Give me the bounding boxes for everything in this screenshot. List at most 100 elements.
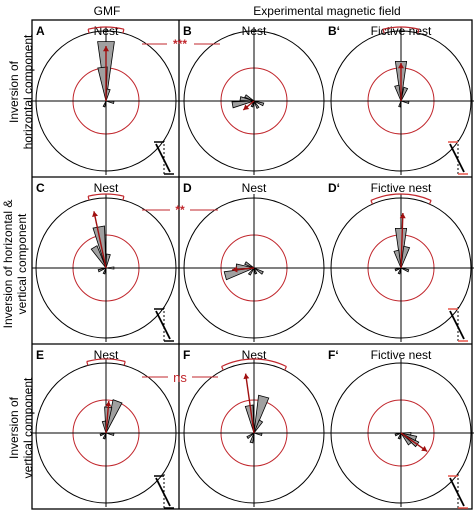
row-label-2: Inversion of horizontal & vertical compo… [1, 200, 29, 329]
field-vector [155, 310, 171, 340]
mean-vector [244, 373, 255, 434]
panel-letter: F‘ [328, 348, 339, 362]
mean-vector-head [421, 445, 428, 452]
rose-sector [90, 245, 107, 269]
rose-sector [97, 267, 107, 273]
field-symbol-icon [448, 140, 468, 175]
rose-sector [253, 432, 263, 437]
field-vector [155, 477, 171, 507]
panel-letter: B‘ [328, 24, 340, 38]
sig-label-3: ns [173, 370, 187, 385]
rose-sector [249, 432, 255, 444]
rose-sector [92, 225, 107, 269]
rose-sector [105, 100, 115, 105]
panel-letter: E [36, 348, 44, 362]
confidence-arc [87, 26, 125, 30]
row-label-1: Inversion of horizontal component [7, 34, 35, 149]
panel-letter: B [183, 24, 192, 38]
rose-sector [398, 100, 402, 108]
field-symbol-icon [448, 474, 468, 509]
field-vector [449, 143, 465, 173]
confidence-arc-tick [284, 366, 287, 371]
panel-letter: D [183, 181, 192, 195]
rose-sector [231, 100, 255, 109]
row-label-3-line2: vertical component [21, 377, 35, 478]
panel-title: Nest [242, 181, 267, 195]
row-label-3-line1: Inversion of [7, 396, 21, 459]
rose-sector [102, 432, 107, 440]
rose-sector [102, 267, 107, 275]
rose-sector [105, 432, 115, 437]
confidence-arc-tick [370, 200, 374, 205]
confidence-arc-tick [87, 196, 90, 201]
panel-letter: F [183, 348, 190, 362]
rose-sector [253, 100, 265, 107]
mean-vector [105, 401, 110, 434]
mean-vector-head [399, 213, 406, 219]
panel-title: Fictive nest [371, 348, 432, 362]
field-vector [449, 310, 465, 340]
significance-row-1: *** [142, 37, 220, 51]
confidence-arc [86, 358, 126, 363]
mean-vector [400, 212, 404, 269]
rose-sector [400, 432, 413, 446]
confidence-arc-tick [122, 196, 125, 201]
mean-vector [93, 211, 107, 269]
rose-sector [253, 267, 258, 275]
panel-letter: A [36, 24, 45, 38]
panel-letter: C [36, 181, 45, 195]
mean-vector-head [243, 104, 250, 110]
confidence-arc-tick [86, 361, 89, 366]
row-label-2-line2: vertical component [15, 213, 29, 314]
mean-vector-head [103, 46, 109, 52]
rose-sector [253, 419, 264, 434]
panel-title: Nest [242, 348, 267, 362]
panel-grid [31, 19, 473, 510]
mean-vector-head [105, 401, 112, 407]
rose-sector [394, 432, 402, 437]
panel-1: A Nest [32, 24, 180, 175]
field-symbol-icon [154, 474, 174, 509]
rose-sector [244, 261, 255, 269]
confidence-arc-tick [221, 366, 224, 371]
mean-vector-head [92, 211, 98, 217]
confidence-arc-tick [123, 361, 126, 366]
rose-sector [400, 245, 411, 269]
rose-sector [397, 432, 402, 440]
confidence-arc [382, 26, 420, 30]
header-experimental: Experimental magnetic field [253, 4, 400, 18]
confidence-arc [221, 358, 287, 368]
mean-vector [400, 432, 428, 452]
grid-frame [31, 19, 473, 510]
row-label-1-line1: Inversion of [7, 60, 21, 123]
rose-sector [253, 100, 260, 109]
significance-row-2: ** [142, 203, 218, 217]
confidence-arc-tick [428, 200, 432, 205]
panel-title: Nest [94, 348, 119, 362]
row-label-3: Inversion of vertical component [7, 377, 35, 478]
panel-8: F Nest [180, 348, 328, 507]
panel-title: Nest [94, 181, 119, 195]
header-gmf: GMF [94, 4, 121, 18]
confidence-arc-tick [382, 29, 385, 34]
rose-sector [244, 94, 255, 102]
panel-2: B Nest [180, 24, 328, 175]
panel-4: C Nest [32, 181, 180, 342]
sig-label-2: ** [175, 203, 185, 217]
field-symbol-icon [154, 307, 174, 342]
rose-sector [102, 100, 107, 108]
rose-sector [400, 100, 410, 105]
sig-label-1: *** [173, 37, 187, 51]
mean-vector-head [398, 63, 404, 69]
rose-sector [397, 267, 402, 275]
rose-sector [105, 266, 115, 270]
rose-sector [247, 267, 255, 276]
rose-sector [246, 432, 255, 440]
rose-sector [105, 253, 111, 269]
row-label-1-line2: horizontal component [21, 34, 35, 149]
rose-sector [99, 432, 107, 437]
panel-9: F‘ Fictive nest [327, 348, 474, 507]
mean-vector-head [243, 373, 250, 380]
panel-5: D Nest [180, 181, 328, 342]
